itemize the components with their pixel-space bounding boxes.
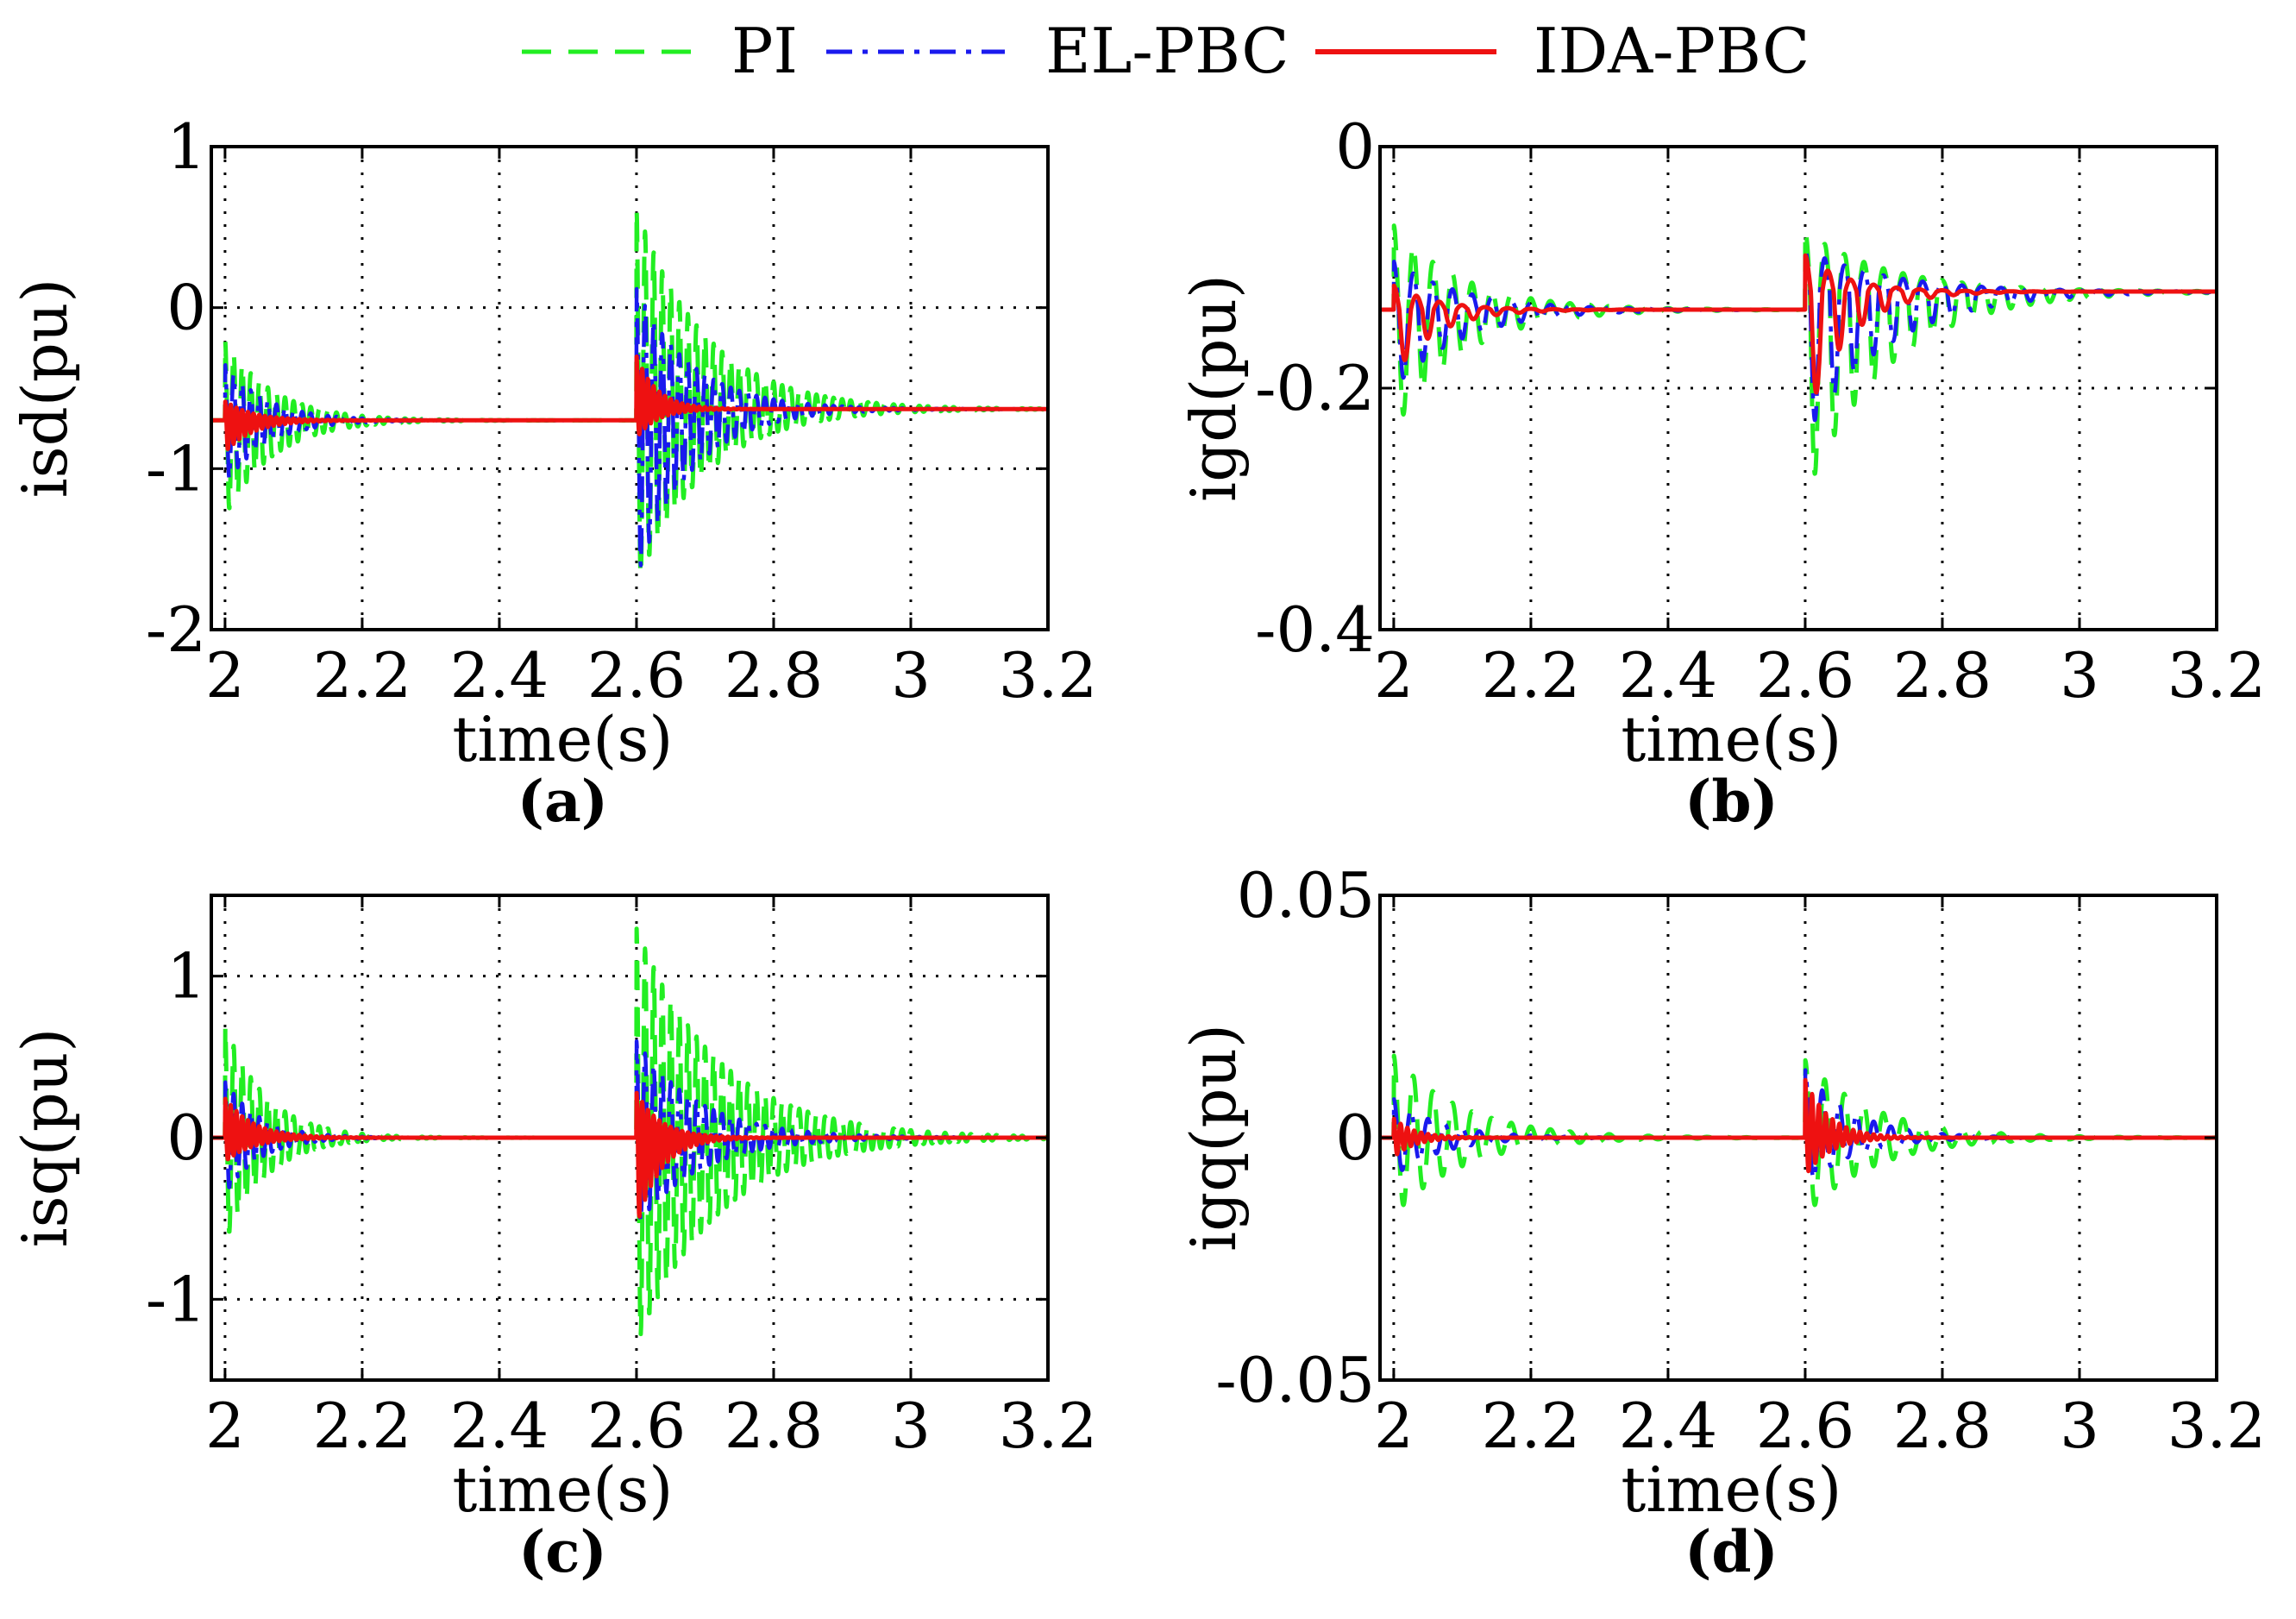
x-tick-label: 3 [891, 639, 931, 712]
series-line-ida-pbc [1380, 253, 2217, 395]
panel-caption: (c) [518, 1518, 607, 1585]
x-tick-label: 3 [2060, 639, 2099, 712]
x-tick-label: 2.8 [1893, 639, 1992, 712]
legend-label-ida-pbc: IDA-PBC [1534, 15, 1810, 87]
y-tick-label: 0 [166, 272, 206, 344]
x-tick-label: 2.6 [587, 639, 687, 712]
x-tick-label: 2.4 [1619, 1390, 1718, 1462]
series-line-pi [211, 926, 1048, 1337]
x-tick-label: 3 [2060, 1390, 2099, 1462]
axes-frame [210, 145, 1050, 631]
series-line-el-pbc [211, 1039, 1048, 1223]
panel-a: 2 2.2 2.4 2.6 2.8 3 3.2 1 0 -1 -2 time(s) isd(pu) (a) [9, 110, 1097, 835]
x-tick-label: 3.2 [2167, 639, 2267, 712]
x-tick-label: 2 [1374, 1390, 1414, 1462]
x-tick-label: 2.2 [313, 1390, 412, 1462]
series-line-el-pbc [1380, 247, 2217, 423]
x-tick-label: 2.4 [1619, 639, 1718, 712]
panel-b-plot-area [1380, 223, 2217, 476]
x-tick-label: 2.8 [1893, 1390, 1992, 1462]
series-line-ida-pbc [211, 1090, 1048, 1219]
series-line-ida-pbc [211, 355, 1048, 451]
panel-caption: (a) [518, 768, 608, 835]
y-tick-label: -0.2 [1255, 352, 1375, 424]
y-tick-label: 0 [1335, 110, 1375, 183]
y-tick-label: -0.05 [1215, 1344, 1375, 1416]
panel-c: 2 2.2 2.4 2.6 2.8 3 3.2 1 0 -1 time(s) isq(pu) (c) [9, 894, 1098, 1585]
x-axis-label: time(s) [1621, 703, 1841, 775]
axes-frame [1378, 145, 2218, 631]
series-line-pi [1380, 223, 2217, 476]
y-axis-label: isd(pu) [9, 279, 81, 499]
legend: PI EL-PBC IDA-PBC [522, 15, 1810, 87]
y-tick-label: 0 [166, 1101, 206, 1174]
y-tick-label: 0.05 [1237, 859, 1375, 932]
panel-c-plot-area [211, 926, 1048, 1337]
panel-a-plot-area [211, 206, 1048, 578]
y-tick-label: 1 [166, 110, 206, 183]
panel-caption: (b) [1684, 768, 1778, 835]
x-axis-label: time(s) [1621, 1453, 1841, 1526]
y-tick-label: -1 [146, 1263, 206, 1335]
y-tick-label: 0 [1335, 1101, 1375, 1174]
y-tick-label: -0.4 [1255, 593, 1375, 666]
x-tick-label: 2.6 [1756, 1390, 1855, 1462]
legend-label-pi: PI [731, 15, 798, 87]
series-line-pi [1380, 1053, 2217, 1208]
x-tick-label: 2.4 [450, 1390, 549, 1462]
x-axis-label: time(s) [452, 703, 673, 775]
x-tick-label: 2.2 [1482, 1390, 1581, 1462]
panel-caption: (d) [1684, 1518, 1778, 1585]
x-tick-label: 2 [1374, 639, 1414, 712]
y-axis-label: igq(pu) [1177, 1024, 1250, 1252]
legend-label-el-pbc: EL-PBC [1045, 15, 1289, 87]
x-tick-label: 2.2 [1482, 639, 1581, 712]
panel-d-plot-area [1380, 1053, 2217, 1208]
x-tick-label: 3.2 [999, 1390, 1098, 1462]
y-tick-label: -2 [146, 593, 206, 666]
x-tick-label: 2.2 [313, 639, 412, 712]
series-line-el-pbc [211, 286, 1048, 568]
x-tick-label: 2.6 [587, 1390, 687, 1462]
series-line-el-pbc [1380, 1068, 2217, 1181]
x-tick-label: 2.4 [450, 639, 549, 712]
x-tick-label: 3.2 [2167, 1390, 2267, 1462]
x-tick-label: 2.6 [1756, 639, 1855, 712]
x-tick-label: 2.8 [725, 1390, 824, 1462]
x-tick-label: 2 [205, 1390, 245, 1462]
x-tick-label: 3.2 [999, 639, 1098, 712]
x-tick-label: 2.8 [725, 639, 824, 712]
x-tick-label: 2 [205, 639, 245, 712]
panel-b: 2 2.2 2.4 2.6 2.8 3 3.2 0 -0.2 -0.4 time(s) igd(pu)… [1177, 110, 2266, 835]
x-axis-label: time(s) [452, 1453, 673, 1526]
series-line-ida-pbc [1380, 1077, 2217, 1174]
y-tick-label: -1 [146, 432, 206, 505]
y-axis-label: igd(pu) [1177, 274, 1250, 502]
y-axis-label: isq(pu) [9, 1028, 81, 1248]
y-tick-label: 1 [166, 940, 206, 1013]
series-line-pi [211, 206, 1048, 578]
x-tick-label: 3 [891, 1390, 931, 1462]
panel-d: 2 2.2 2.4 2.6 2.8 3 3.2 0.05 0 -0.05 time(s) igq(pu… [1177, 859, 2266, 1585]
